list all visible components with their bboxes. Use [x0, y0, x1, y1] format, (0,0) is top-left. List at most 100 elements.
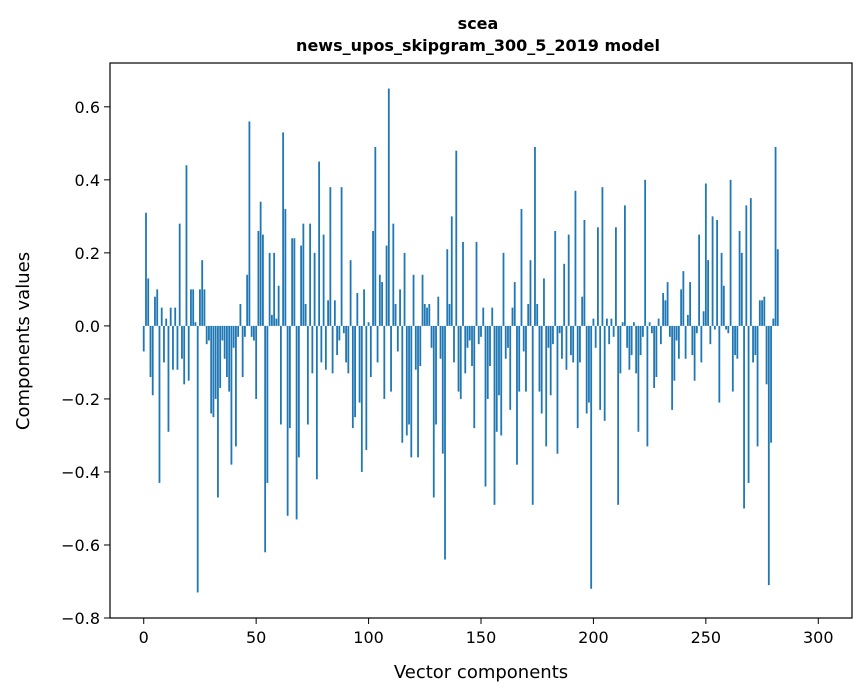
bar	[381, 282, 383, 326]
bar	[311, 325, 314, 374]
bar	[650, 325, 653, 334]
bar	[525, 325, 527, 392]
bar	[680, 289, 683, 326]
bar	[181, 325, 183, 359]
bar	[421, 274, 424, 326]
bar	[448, 303, 451, 326]
bar	[446, 249, 449, 326]
bar	[673, 325, 676, 381]
bar	[763, 296, 766, 326]
bar	[648, 322, 651, 326]
bar	[626, 325, 629, 348]
bar	[221, 325, 224, 341]
bar	[455, 150, 458, 326]
bar	[194, 322, 197, 326]
y-axis-label: Components values	[13, 252, 34, 430]
bar	[214, 325, 217, 399]
bar	[187, 325, 190, 381]
bar	[176, 325, 179, 370]
bar	[250, 325, 253, 337]
bar	[347, 325, 350, 374]
bar	[743, 325, 745, 509]
bar	[408, 325, 410, 425]
bar	[417, 325, 419, 458]
bar	[500, 325, 503, 436]
bar	[583, 220, 586, 326]
bar	[156, 289, 159, 326]
bar	[376, 325, 379, 363]
y-tick-label: −0.8	[61, 609, 100, 628]
bar	[322, 234, 325, 326]
bar	[309, 223, 312, 326]
bar	[293, 238, 296, 326]
bar	[320, 325, 323, 363]
bar	[428, 303, 431, 326]
bar	[329, 187, 332, 326]
bar	[572, 325, 575, 363]
bar	[324, 325, 327, 370]
bar	[255, 325, 258, 399]
bar	[684, 325, 687, 359]
bar	[713, 325, 716, 330]
bar	[722, 285, 725, 326]
bar	[588, 325, 590, 403]
bar	[581, 296, 584, 326]
x-tick-label: 250	[691, 628, 722, 647]
bar	[383, 325, 386, 399]
bar	[338, 325, 341, 341]
bar	[603, 325, 606, 421]
bar	[774, 146, 777, 326]
bar	[740, 252, 743, 326]
bar	[549, 325, 552, 396]
bar	[720, 252, 723, 326]
bar	[304, 303, 307, 326]
chart-title: scea	[458, 14, 499, 33]
bar	[534, 146, 536, 326]
bar	[475, 241, 478, 326]
bar	[223, 325, 226, 359]
bar	[464, 325, 467, 374]
bar	[579, 325, 581, 363]
bar	[747, 325, 750, 483]
x-axis-label: Vector components	[394, 662, 568, 683]
plot-frame	[109, 62, 853, 619]
bar	[423, 303, 426, 326]
bar	[358, 325, 361, 403]
bar	[268, 252, 271, 326]
bar	[662, 293, 665, 326]
bar	[718, 325, 721, 403]
bar	[374, 146, 377, 326]
bar	[145, 212, 147, 326]
bar	[284, 209, 287, 326]
bar	[210, 325, 213, 414]
bar	[453, 325, 455, 363]
bar	[480, 325, 482, 337]
bar	[282, 132, 285, 326]
bar	[704, 183, 707, 326]
bar	[592, 318, 595, 326]
bar	[318, 161, 321, 326]
bar	[235, 325, 237, 447]
bar	[230, 325, 233, 465]
bar	[462, 241, 464, 326]
x-tick-label: 300	[803, 628, 834, 647]
bar	[761, 300, 763, 326]
bar	[232, 325, 235, 348]
bar	[203, 289, 206, 326]
bar	[239, 303, 242, 326]
bar	[331, 325, 334, 374]
bar	[565, 325, 568, 370]
bar	[300, 245, 303, 326]
bar	[342, 325, 345, 334]
bar	[432, 325, 435, 498]
bar	[477, 325, 480, 345]
bar	[457, 325, 460, 392]
bar	[439, 325, 442, 359]
bar	[333, 300, 336, 326]
bar	[558, 325, 561, 334]
bar	[772, 318, 775, 326]
bar	[212, 325, 215, 418]
bar	[167, 325, 170, 432]
bar	[756, 325, 759, 447]
bar	[531, 325, 534, 505]
